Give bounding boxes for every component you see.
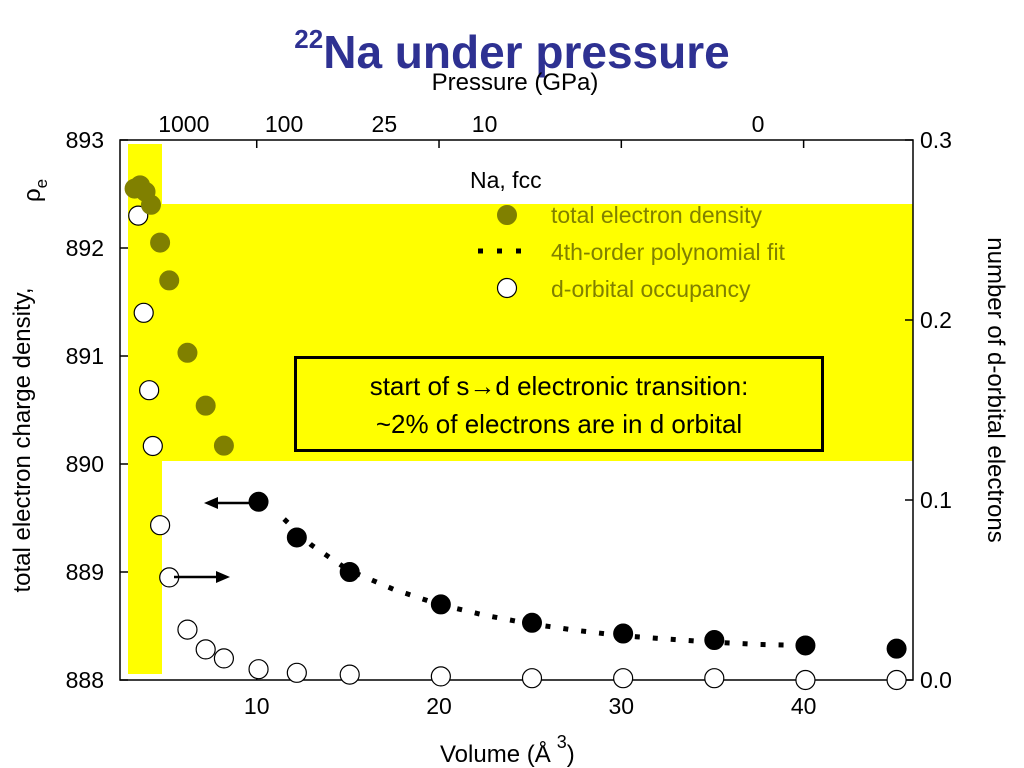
y-right-tick-label: 0.1	[920, 487, 952, 513]
callout-line-2: ~2% of electrons are in d orbital	[375, 409, 743, 439]
total-density-point	[140, 194, 161, 215]
d-orbital-point	[430, 666, 451, 687]
d-orbital-point	[139, 380, 160, 401]
top-axis-title: Pressure (GPa)	[432, 69, 599, 96]
total-density-point	[159, 270, 180, 291]
highlight-band-vertical	[128, 144, 162, 674]
y-left-tick-label: 893	[66, 127, 104, 153]
d-orbital-point	[521, 668, 543, 689]
y-left-tick-label: 891	[66, 343, 104, 369]
callout-line-1: start of s→d electronic transition:	[369, 371, 749, 401]
total-density-point	[430, 594, 451, 615]
total-density-point	[195, 395, 216, 416]
top-tick-label: 100	[265, 111, 303, 137]
d-orbital-point	[339, 664, 360, 685]
polynomial-fit-line	[282, 517, 804, 648]
d-orbital-point	[886, 669, 907, 691]
y-right-tick-label: 0.2	[920, 307, 952, 333]
y-right-tick-label: 0.3	[920, 127, 952, 153]
y-left-tick-label: 889	[66, 559, 104, 585]
title-superscript: 22	[294, 24, 324, 54]
total-density-point	[177, 342, 198, 363]
plot-frame	[119, 139, 914, 681]
legend-marker-filled	[497, 205, 517, 225]
y-left-axis-title: total electron charge density,	[9, 287, 36, 592]
arrow-right-icon: →	[469, 371, 496, 401]
top-tick-label: 1000	[158, 111, 209, 137]
legend-entry-total-density: total electron density	[551, 202, 762, 228]
d-orbital-point	[704, 668, 725, 689]
x-axis-title: Volume (Å 3)	[440, 732, 575, 768]
y-right-tick-label: 0.0	[920, 667, 952, 693]
d-orbital-point	[795, 669, 816, 691]
x-tick-label: 30	[609, 693, 635, 719]
legend-marker-open	[496, 277, 518, 299]
total-density-point	[213, 435, 234, 456]
y-left-tick-label: 892	[66, 235, 104, 261]
y-left-tick-label: 888	[66, 667, 104, 693]
total-density-point	[613, 623, 634, 644]
legend-title: Na, fcc	[470, 167, 542, 193]
d-orbital-point	[213, 648, 235, 669]
d-orbital-point	[195, 639, 216, 660]
top-tick-label: 10	[472, 111, 498, 137]
callout-box: start of s→d electronic transition: ~2% …	[294, 356, 824, 452]
total-density-point	[286, 527, 307, 548]
d-orbital-point	[150, 515, 171, 536]
y-left-axis-symbol: ρe	[19, 179, 51, 202]
slide-title: 22Na under pressure	[0, 14, 1024, 77]
total-density-point	[150, 232, 171, 253]
fit-line	[282, 517, 804, 648]
x-tick-label: 20	[426, 693, 452, 719]
x-tick-label: 10	[244, 693, 270, 719]
y-left-tick-label: 890	[66, 451, 104, 477]
d-orbital-point	[133, 302, 154, 323]
total-density-point	[521, 612, 542, 633]
d-orbital-point	[177, 619, 198, 640]
d-orbital-point	[613, 668, 634, 689]
d-orbital-point	[142, 435, 163, 457]
d-orbital-point	[286, 662, 307, 683]
legend-entry-d-orbital: d-orbital occupancy	[551, 276, 751, 302]
d-orbital-point	[248, 659, 269, 680]
total-density-point	[795, 635, 816, 656]
total-density-point	[704, 630, 725, 651]
y-right-axis-title: number of d-orbital electrons	[982, 237, 1009, 542]
data-points	[124, 175, 907, 691]
total-density-point	[339, 562, 360, 582]
top-tick-label: 0	[752, 111, 765, 137]
top-tick-label: 25	[372, 111, 398, 137]
arrow-left-axis	[204, 497, 260, 509]
x-tick-label: 40	[791, 693, 817, 719]
d-orbital-point	[128, 205, 149, 226]
legend: Na, fcc total electron density 4th-order…	[470, 167, 786, 302]
total-density-point	[886, 638, 907, 659]
legend-entry-polynomial-fit: 4th-order polynomial fit	[551, 239, 786, 265]
title-main: Na under pressure	[323, 26, 730, 78]
arrow-right-axis	[174, 571, 230, 583]
